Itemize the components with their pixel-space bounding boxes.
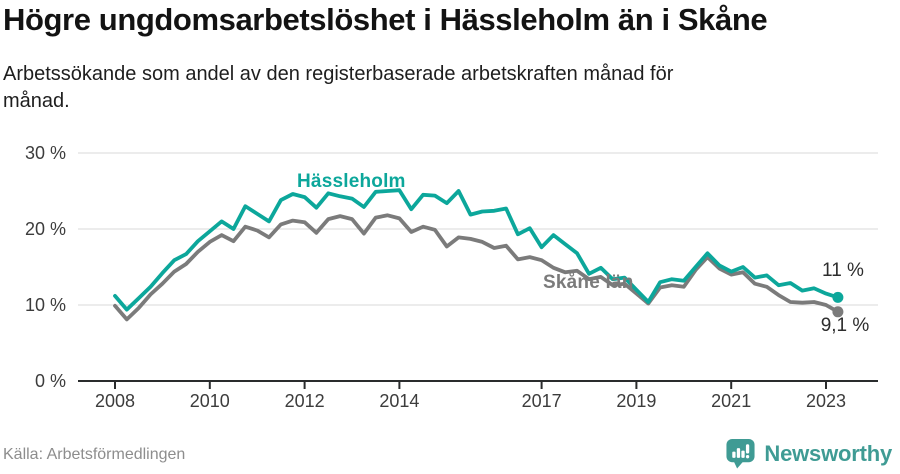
series-end-dot	[832, 306, 844, 318]
x-axis-tick-label: 2023	[805, 391, 847, 411]
subtitle-line-1: Arbetssökande som andel av den registerb…	[3, 63, 674, 85]
x-axis-tick-label: 2010	[189, 391, 230, 411]
y-axis-tick-label: 10 %	[24, 295, 66, 315]
subtitle-line-2: månad.	[3, 90, 70, 112]
series-line	[113, 213, 840, 322]
series-label-hassleholm: Hässleholm	[297, 171, 406, 192]
x-axis-tick-label: 2017	[521, 391, 562, 411]
newsworthy-speech-bubble-bar-chart-icon	[726, 438, 755, 469]
y-axis-tick-label: 30 %	[24, 143, 66, 163]
x-axis-tick-label: 2012	[284, 391, 325, 411]
page-title: Högre ungdomsarbetslöshet i Hässleholm ä…	[3, 2, 768, 37]
y-axis-tick-label: 0 %	[34, 371, 66, 391]
x-axis-tick-label: 2008	[94, 391, 136, 411]
series-label-skane-lan: Skåne län	[543, 272, 634, 293]
x-axis-tick-label: 2014	[379, 391, 420, 411]
newsworthy-wordmark: Newsworthy	[764, 440, 892, 466]
end-value-label-hassleholm: 11 %	[822, 260, 864, 281]
x-axis-tick-label: 2019	[616, 391, 657, 411]
source-credit: Källa: Arbetsförmedlingen	[3, 446, 186, 463]
chart-subtitle: Arbetssökande som andel av den registerb…	[3, 61, 863, 115]
newsworthy-logo: Newsworthy	[725, 438, 892, 469]
end-value-label-skane-lan: 9,1 %	[820, 315, 870, 336]
y-axis-tick-label: 20 %	[24, 219, 66, 239]
series-line	[113, 188, 840, 312]
series-end-dot	[832, 291, 844, 303]
x-axis-tick-label: 2021	[711, 391, 752, 411]
